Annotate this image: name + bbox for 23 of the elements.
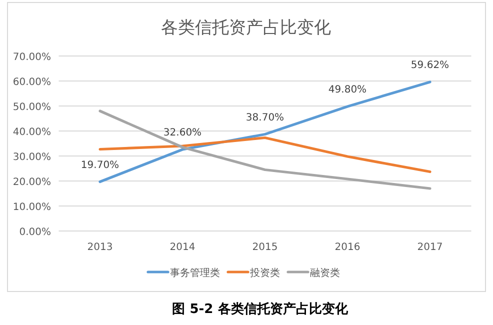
data-label: 59.62% — [410, 60, 450, 71]
data-label: 49.80% — [328, 84, 367, 96]
y-tick-label: 20.00% — [12, 177, 51, 188]
y-tick-label: 10.00% — [12, 202, 51, 213]
legend-label: 融资类 — [310, 267, 340, 279]
data-label: 32.60% — [163, 128, 202, 138]
x-tick-label: 2017 — [417, 242, 443, 253]
legend-label: 投资类 — [249, 267, 280, 279]
caption: 图 5-2 各类信托资产占比变化 — [172, 301, 349, 317]
x-tick-label: 2014 — [170, 242, 196, 253]
title: 各类信托资产占比变化 — [161, 18, 331, 38]
y-tick-label: 0.00% — [19, 227, 51, 238]
y-tick-label: 60.00% — [12, 77, 51, 88]
y-tick-label: 30.00% — [12, 152, 51, 163]
x-tick-label: 2015 — [252, 242, 278, 253]
x-tick-label: 2016 — [334, 242, 360, 253]
y-tick-label: 70.00% — [12, 52, 51, 63]
data-label: 38.70% — [246, 112, 284, 124]
legend-label: 事务管理类 — [170, 267, 220, 279]
x-tick-label: 2013 — [87, 242, 113, 253]
y-tick-label: 40.00% — [12, 127, 51, 138]
y-tick-label: 50.00% — [12, 102, 51, 113]
data-label: 19.70% — [80, 160, 120, 171]
